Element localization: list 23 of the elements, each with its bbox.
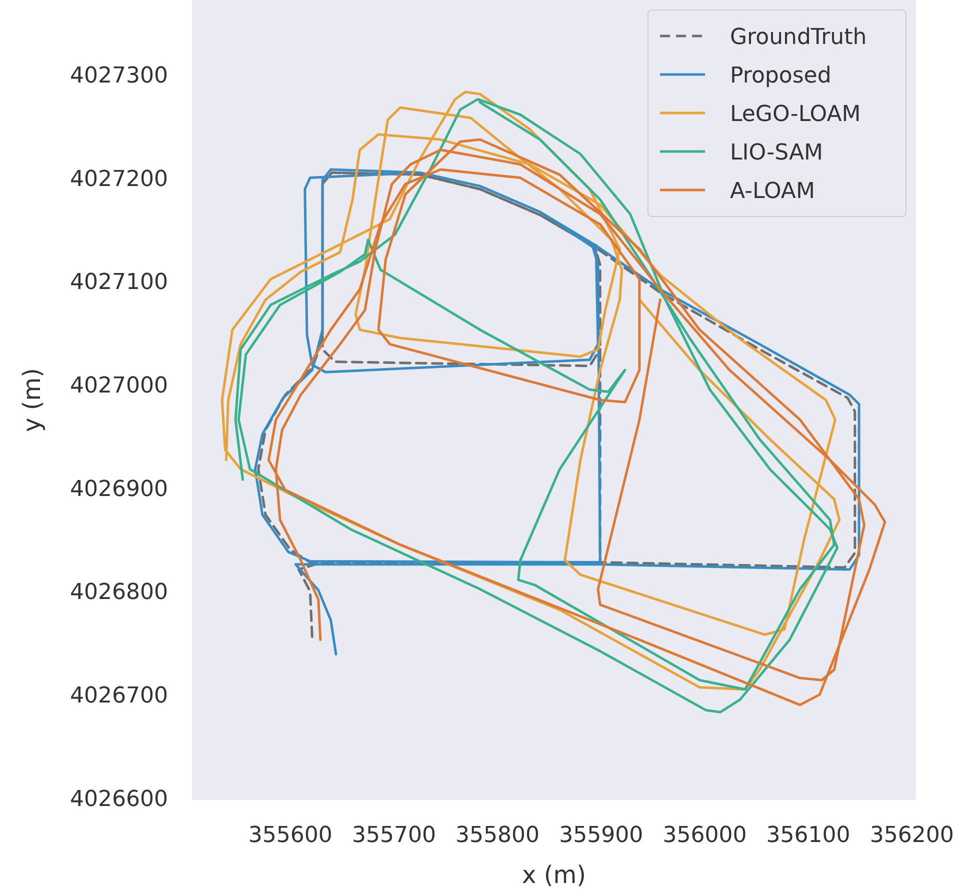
legend-label: LeGO-LOAM [730, 102, 861, 127]
x-tick-label: 356200 [870, 823, 954, 848]
x-axis-title: x (m) [522, 861, 586, 889]
y-tick-label: 4027300 [70, 63, 168, 88]
x-tick-label: 355800 [456, 823, 540, 848]
legend-label: A-LOAM [730, 179, 815, 204]
line-series [267, 138, 886, 706]
x-tick-label: 355900 [559, 823, 644, 848]
y-axis-title: y (m) [18, 368, 46, 432]
y-tick-label: 4026600 [70, 786, 168, 812]
y-tick-label: 4026900 [70, 476, 168, 502]
y-tick-label: 4027200 [70, 166, 168, 192]
legend-label: LIO-SAM [730, 140, 824, 166]
y-tick-label: 4027100 [70, 270, 168, 296]
legend-label: GroundTruth [730, 25, 867, 50]
y-tick-label: 4026700 [70, 684, 168, 709]
x-tick-label: 355600 [248, 823, 332, 848]
x-tick-label: 355700 [352, 823, 436, 848]
x-tick-label: 356100 [766, 823, 850, 848]
y-tick-label: 4026800 [70, 580, 168, 606]
x-tick-label: 356000 [662, 823, 747, 848]
y-tick-label: 4027000 [70, 373, 168, 398]
legend-label: Proposed [730, 64, 832, 88]
